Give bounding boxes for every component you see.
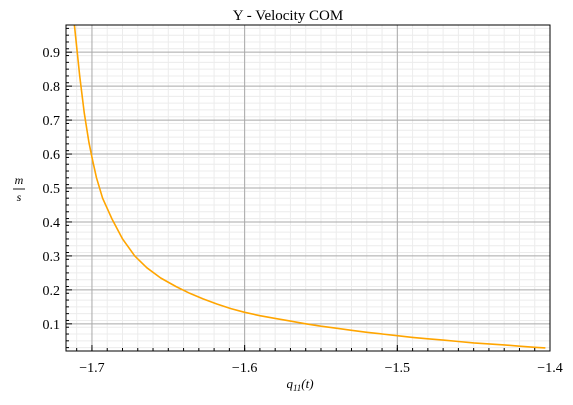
y-tick-label: 0.5: [43, 182, 61, 197]
y-axis-label-numerator: m: [15, 173, 24, 187]
y-tick-label: 0.1: [43, 318, 61, 333]
y-tick-label: 0.9: [43, 46, 61, 61]
x-axis-ticks: −1.7 −1.6 −1.5 −1.4: [76, 345, 563, 376]
y-tick-label: 0.6: [43, 148, 61, 163]
x-tick-label: −1.7: [79, 361, 104, 376]
x-tick-label: −1.4: [537, 361, 562, 376]
y-tick-label: 0.4: [43, 216, 61, 231]
x-axis-label-argument: (t): [301, 376, 313, 391]
chart-title: Y - Velocity COM: [233, 8, 343, 24]
x-axis-label-subscript: 11: [293, 383, 301, 393]
x-tick-label: −1.6: [232, 361, 257, 376]
y-tick-label: 0.8: [43, 80, 61, 95]
x-tick-label: −1.5: [385, 361, 410, 376]
y-tick-label: 0.2: [43, 284, 61, 299]
x-axis-label: q11(t): [286, 376, 313, 393]
y-axis-ticks: 0.1 0.2 0.3 0.4 0.5 0.6 0.7 0.8 0.9: [43, 27, 72, 349]
y-axis-label: m s: [13, 173, 25, 204]
x-axis-label-symbol: q: [286, 376, 293, 391]
y-axis-label-denominator: s: [17, 190, 22, 204]
series-line: [73, 24, 546, 349]
y-tick-label: 0.3: [43, 250, 61, 265]
grid: [66, 25, 551, 351]
series-layer: [73, 24, 546, 349]
y-tick-label: 0.7: [43, 114, 61, 129]
